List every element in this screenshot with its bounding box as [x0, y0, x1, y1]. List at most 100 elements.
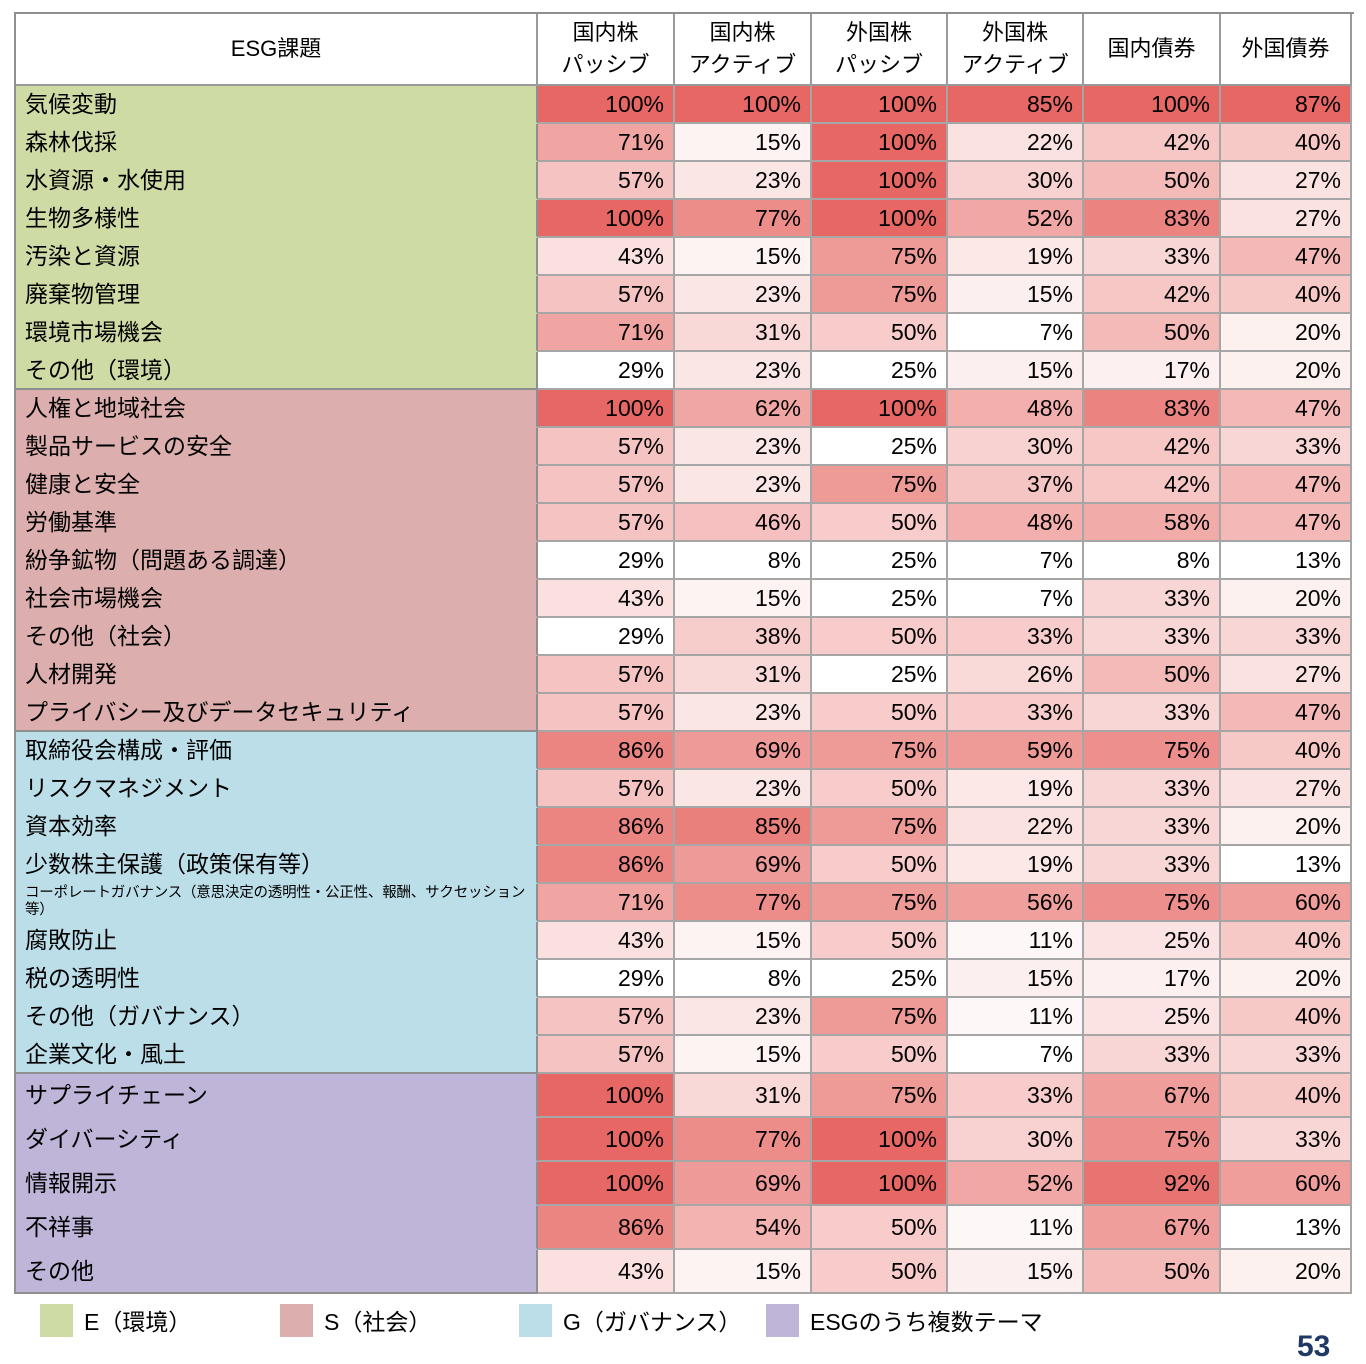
row-label: 人材開発 — [16, 656, 538, 694]
heatmap-cell: 23% — [675, 998, 812, 1036]
heatmap-cell: 50% — [812, 1036, 948, 1074]
heatmap-cell: 75% — [812, 238, 948, 276]
heatmap-cell: 100% — [538, 390, 675, 428]
heatmap-cell: 25% — [812, 542, 948, 580]
row-label: 人権と地域社会 — [16, 390, 538, 428]
heatmap-cell: 23% — [675, 352, 812, 390]
heatmap-cell: 33% — [1084, 808, 1221, 846]
heatmap-cell: 15% — [675, 124, 812, 162]
row-label: 不祥事 — [16, 1206, 538, 1250]
heatmap-cell: 30% — [948, 162, 1084, 200]
heatmap-cell: 27% — [1221, 656, 1352, 694]
heatmap-cell: 47% — [1221, 390, 1352, 428]
heatmap-cell: 15% — [675, 1250, 812, 1294]
row-label: 生物多様性 — [16, 200, 538, 238]
heatmap-cell: 42% — [1084, 466, 1221, 504]
heatmap-cell: 50% — [1084, 1250, 1221, 1294]
heatmap-cell: 47% — [1221, 466, 1352, 504]
heatmap-cell: 43% — [538, 922, 675, 960]
heatmap-cell: 11% — [948, 1206, 1084, 1250]
row-label: コーポレートガバナンス（意思決定の透明性・公正性、報酬、サクセッション等） — [16, 884, 538, 922]
heatmap-cell: 57% — [538, 770, 675, 808]
column-header-line: 国内株 — [709, 20, 776, 46]
heatmap-cell: 50% — [812, 618, 948, 656]
heatmap-cell: 40% — [1221, 998, 1352, 1036]
heatmap-cell: 33% — [948, 1074, 1084, 1118]
column-header-line: パッシブ — [561, 52, 650, 77]
column-header-3: 外国株 パッシブ — [812, 14, 948, 86]
heatmap-cell: 50% — [812, 770, 948, 808]
heatmap-cell: 86% — [538, 808, 675, 846]
heatmap-cell: 25% — [1084, 922, 1221, 960]
heatmap-cell: 42% — [1084, 124, 1221, 162]
heatmap-cell: 100% — [538, 200, 675, 238]
row-label: 健康と安全 — [16, 466, 538, 504]
heatmap-cell: 57% — [538, 656, 675, 694]
heatmap-cell: 20% — [1221, 580, 1352, 618]
heatmap-cell: 54% — [675, 1206, 812, 1250]
heatmap-cell: 43% — [538, 580, 675, 618]
heatmap-cell: 59% — [948, 732, 1084, 770]
heatmap-cell: 27% — [1221, 770, 1352, 808]
heatmap-cell: 7% — [948, 542, 1084, 580]
heatmap-cell: 19% — [948, 770, 1084, 808]
heatmap-cell: 100% — [538, 1162, 675, 1206]
heatmap-cell: 25% — [812, 656, 948, 694]
heatmap-cell: 75% — [812, 466, 948, 504]
row-label: リスクマネジメント — [16, 770, 538, 808]
heatmap-cell: 75% — [812, 276, 948, 314]
heatmap-cell: 87% — [1221, 86, 1352, 124]
heatmap-cell: 75% — [1084, 1118, 1221, 1162]
heatmap-cell: 37% — [948, 466, 1084, 504]
heatmap-cell: 57% — [538, 1036, 675, 1074]
heatmap-cell: 50% — [1084, 314, 1221, 352]
heatmap-cell: 29% — [538, 352, 675, 390]
heatmap-cell: 15% — [948, 352, 1084, 390]
row-label: 気候変動 — [16, 86, 538, 124]
legend-item-2: S（社会） — [280, 1303, 483, 1337]
heatmap-cell: 50% — [812, 846, 948, 884]
heatmap-cell: 15% — [675, 580, 812, 618]
row-label: 情報開示 — [16, 1162, 538, 1206]
heatmap-cell: 33% — [1084, 1036, 1221, 1074]
heatmap-cell: 67% — [1084, 1206, 1221, 1250]
heatmap-cell: 47% — [1221, 504, 1352, 542]
column-header-line: アクティブ — [688, 52, 797, 77]
row-label: ダイバーシティ — [16, 1118, 538, 1162]
legend-color-swatch — [519, 1303, 552, 1337]
heatmap-cell: 15% — [675, 922, 812, 960]
heatmap-cell: 69% — [675, 1162, 812, 1206]
column-header-line: 国内債券 — [1107, 36, 1196, 62]
heatmap-cell: 23% — [675, 466, 812, 504]
heatmap-cell: 75% — [1084, 884, 1221, 922]
heatmap-cell: 77% — [675, 1118, 812, 1162]
heatmap-cell: 11% — [948, 922, 1084, 960]
heatmap-cell: 15% — [948, 960, 1084, 998]
column-header-line: 外国株 — [845, 20, 912, 46]
heatmap-cell: 92% — [1084, 1162, 1221, 1206]
row-label: 紛争鉱物（問題ある調達） — [16, 542, 538, 580]
heatmap-cell: 75% — [812, 808, 948, 846]
row-label: 少数株主保護（政策保有等） — [16, 846, 538, 884]
row-label: 水資源・水使用 — [16, 162, 538, 200]
heatmap-cell: 100% — [812, 200, 948, 238]
row-label: その他 — [16, 1250, 538, 1294]
heatmap-cell: 25% — [812, 960, 948, 998]
heatmap-cell: 8% — [1084, 542, 1221, 580]
row-label: サプライチェーン — [16, 1074, 538, 1118]
heatmap-cell: 33% — [1221, 618, 1352, 656]
row-label: 森林伐採 — [16, 124, 538, 162]
heatmap-cell: 22% — [948, 124, 1084, 162]
heatmap-cell: 71% — [538, 884, 675, 922]
heatmap-cell: 15% — [675, 238, 812, 276]
heatmap-cell: 57% — [538, 998, 675, 1036]
heatmap-cell: 40% — [1221, 922, 1352, 960]
heatmap-cell: 100% — [812, 390, 948, 428]
heatmap-cell: 77% — [675, 884, 812, 922]
heatmap-cell: 20% — [1221, 352, 1352, 390]
heatmap-cell: 29% — [538, 542, 675, 580]
legend-color-swatch — [40, 1303, 73, 1337]
row-label: その他（社会） — [16, 618, 538, 656]
heatmap-cell: 57% — [538, 504, 675, 542]
